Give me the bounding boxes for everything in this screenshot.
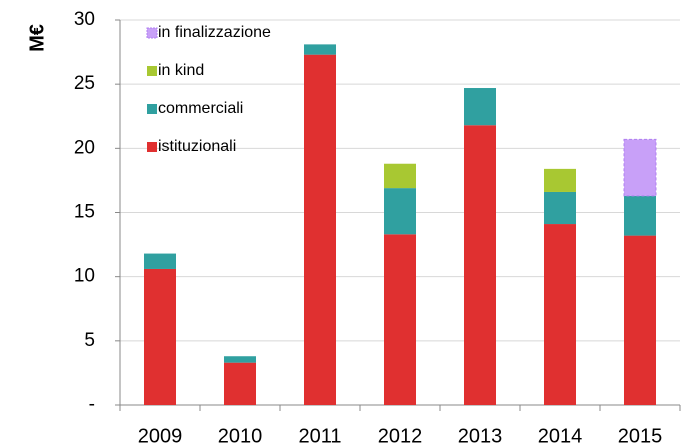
bar-segment <box>544 168 576 192</box>
x-tick-label: 2011 <box>298 425 341 446</box>
legend-label: in finalizzazione <box>158 24 271 41</box>
y-tick-label: 5 <box>84 330 95 351</box>
y-tick-label: 15 <box>74 202 95 223</box>
bar-segment <box>304 54 336 406</box>
y-axis-label: M€ <box>26 24 48 52</box>
legend-swatch <box>146 27 158 39</box>
bar-segment <box>144 268 176 405</box>
bar-segment <box>304 44 336 55</box>
legend-label: commerciali <box>158 100 243 117</box>
bar-segment <box>624 195 656 236</box>
y-tick-label: - <box>89 394 95 415</box>
y-tick-label: 25 <box>74 73 95 94</box>
bar-segment <box>144 253 176 269</box>
bar-segment <box>544 224 576 405</box>
bar-segment <box>384 163 416 189</box>
legend-swatch <box>147 142 157 152</box>
bar-segment <box>384 234 416 405</box>
x-tick-label: 2009 <box>138 425 183 446</box>
bar-segment <box>544 191 576 225</box>
x-tick-label: 2012 <box>378 425 423 446</box>
bar-segment <box>384 188 416 235</box>
y-tick-label: 20 <box>74 137 95 158</box>
y-tick-label: 30 <box>74 9 95 30</box>
bar-segment <box>623 138 657 197</box>
x-tick-label: 2013 <box>458 425 503 446</box>
x-tick-label: 2014 <box>538 425 583 446</box>
bar-segment <box>464 88 496 126</box>
legend-swatch <box>147 66 157 76</box>
y-tick-label: 10 <box>74 266 95 287</box>
bar-segment <box>224 362 256 405</box>
x-tick-label: 2015 <box>618 425 663 446</box>
legend-swatch <box>147 104 157 114</box>
legend-label: istituzionali <box>158 138 236 155</box>
bar-segment <box>624 235 656 405</box>
bar-segment <box>464 125 496 405</box>
legend-label: in kind <box>158 62 204 79</box>
bar-segment <box>224 356 256 363</box>
x-tick-label: 2010 <box>218 425 263 446</box>
